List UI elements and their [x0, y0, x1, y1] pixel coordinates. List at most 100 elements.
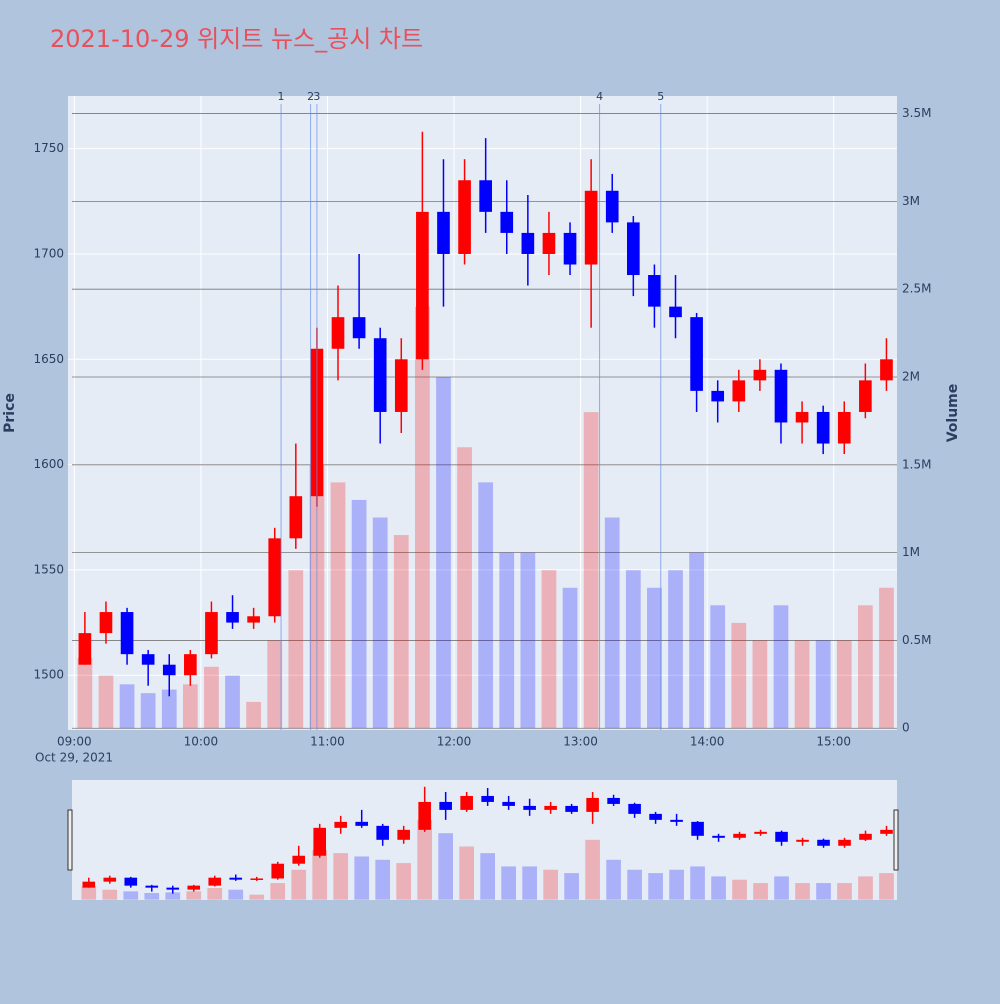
candle-body	[184, 654, 197, 676]
candle-body	[542, 232, 556, 254]
slider-volume-bar	[123, 891, 139, 900]
slider-volume-bar	[417, 819, 433, 900]
slider-volume-bar	[270, 883, 286, 900]
candle-body	[120, 612, 134, 655]
volume-bar	[710, 605, 726, 729]
annotation-label: 4	[596, 90, 603, 103]
range-slider-handle[interactable]	[893, 809, 899, 871]
slider-candle-body	[187, 885, 201, 890]
candle-body	[416, 211, 429, 360]
annotation-label: 5	[657, 90, 664, 103]
volume-bar	[246, 701, 262, 729]
volume-bar	[520, 552, 536, 729]
candle-body	[437, 211, 450, 254]
volume-bar	[773, 605, 789, 729]
slider-candle-body	[208, 877, 222, 886]
candle-body	[479, 180, 492, 212]
candle-body	[247, 616, 260, 623]
chart-title: 2021-10-29 위지트 뉴스_공시 차트	[50, 25, 423, 53]
candle-body	[795, 411, 809, 423]
y-tick-label: 1650	[33, 352, 64, 366]
slider-candle-body	[586, 797, 599, 812]
volume-bar	[436, 376, 451, 729]
slider-candle-body	[775, 831, 788, 842]
y2-tick-label: 2M	[902, 369, 920, 383]
slider-candle-body	[166, 887, 180, 890]
slider-volume-bar	[795, 883, 810, 900]
candle-body	[859, 380, 872, 412]
candle-body	[626, 222, 640, 276]
slider-candle-body	[292, 855, 306, 864]
volume-bar	[393, 535, 409, 729]
y2-tick-label: 2.5M	[902, 282, 931, 296]
volume-bar	[668, 570, 683, 729]
candle-body	[816, 411, 830, 444]
y2-tick-label: 3.5M	[902, 106, 931, 120]
slider-volume-bar	[81, 886, 97, 900]
slider-candle-body	[838, 839, 851, 846]
slider-candle-body	[439, 801, 452, 810]
slider-volume-bar	[753, 883, 768, 900]
slider-volume-bar	[459, 846, 475, 900]
candle-body	[500, 211, 514, 233]
volume-bar	[225, 675, 240, 729]
slider-candle-body	[733, 833, 746, 838]
slider-volume-bar	[312, 849, 328, 900]
candle-body	[690, 317, 703, 391]
volume-bar	[836, 640, 852, 729]
annotation-label: 3	[313, 90, 320, 103]
slider-candle-body	[796, 839, 809, 842]
candle-body	[774, 369, 788, 423]
volume-bar	[182, 684, 198, 729]
volume-bar	[478, 482, 494, 729]
candle-body	[78, 633, 92, 665]
candle-body	[711, 390, 725, 402]
slider-volume-bar	[648, 873, 663, 900]
y2-axis-title: Volume	[945, 384, 961, 443]
candle-body	[837, 411, 851, 444]
slider-candle-body	[82, 881, 96, 888]
candle-body	[141, 654, 155, 665]
volume-bar	[879, 587, 894, 729]
slider-volume-bar	[144, 893, 160, 900]
candle-body	[162, 664, 176, 676]
slider-volume-bar	[291, 869, 307, 900]
slider-candle-body	[124, 877, 138, 886]
range-slider-handle[interactable]	[67, 809, 73, 871]
slider-volume-bar	[690, 866, 705, 900]
slider-volume-bar	[627, 869, 642, 900]
slider-candle-body	[859, 833, 872, 840]
y-tick-label: 1550	[33, 562, 64, 576]
x-tick-label: 10:00	[184, 735, 219, 749]
volume-bar	[857, 605, 873, 729]
candle-body	[289, 496, 303, 539]
volume-bar	[625, 570, 641, 729]
slider-candle-body	[376, 825, 389, 840]
slider-candle-body	[607, 797, 620, 804]
annotation-label: 1	[278, 90, 285, 103]
candle-body	[648, 275, 661, 307]
volume-bar	[689, 552, 704, 729]
slider-candle-body	[565, 805, 578, 812]
volume-bar	[604, 517, 620, 729]
candle-body	[352, 317, 366, 339]
volume-bar	[731, 622, 747, 729]
candle-body	[605, 190, 619, 223]
volume-bar	[562, 587, 578, 729]
y2-tick-label: 1.5M	[902, 457, 931, 471]
y2-tick-label: 1M	[902, 545, 920, 559]
slider-volume-bar	[480, 853, 495, 900]
volume-bar	[414, 306, 430, 729]
slider-volume-bar	[522, 866, 537, 900]
volume-bar	[204, 666, 219, 729]
x-tick-label: 15:00	[816, 735, 851, 749]
slider-volume-bar	[732, 879, 747, 900]
slider-candle-body	[649, 813, 662, 820]
volume-bar	[140, 693, 156, 729]
candle-body	[669, 306, 682, 318]
slider-volume-bar	[585, 839, 600, 900]
candle-body	[226, 612, 239, 623]
slider-volume-bar	[564, 873, 579, 900]
annotation-label: 2	[307, 90, 314, 103]
